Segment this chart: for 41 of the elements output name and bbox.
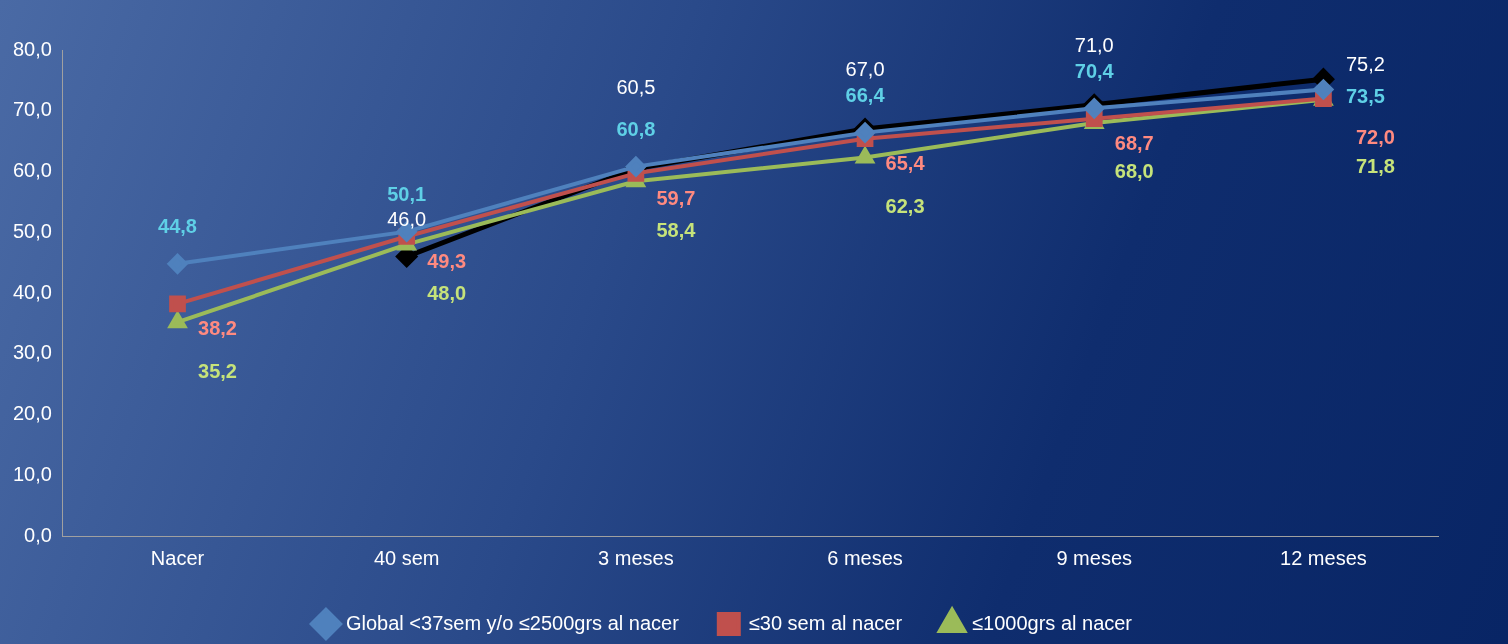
y-tick-label: 50,0 <box>12 219 52 242</box>
y-tick-label: 20,0 <box>12 402 52 425</box>
data-label: 60,8 <box>616 118 656 141</box>
y-tick-label: 30,0 <box>12 341 52 364</box>
data-label: 48,0 <box>427 281 467 304</box>
data-label: 50,1 <box>387 183 427 206</box>
legend-label: Global <37sem y/o ≤2500grs al nacer <box>345 611 680 634</box>
legend-label: ≤30 sem al nacer <box>748 611 903 634</box>
x-tick-label: 3 meses <box>598 546 674 569</box>
x-tick-label: 9 meses <box>1056 546 1133 569</box>
data-label: 49,3 <box>427 250 467 273</box>
data-label: 72,0 <box>1355 126 1395 149</box>
data-label: 67,0 <box>845 58 885 81</box>
data-label: 58,4 <box>656 218 697 241</box>
y-tick-label: 40,0 <box>12 280 52 303</box>
x-tick-label: 40 sem <box>373 546 440 569</box>
data-label: 71,8 <box>1355 155 1395 178</box>
x-tick-label: 6 meses <box>827 546 903 569</box>
data-label: 68,0 <box>1114 160 1154 183</box>
data-label: 62,3 <box>885 195 925 218</box>
y-tick-label: 80,0 <box>12 37 52 60</box>
y-tick-label: 60,0 <box>12 159 52 182</box>
y-tick-label: 70,0 <box>12 98 52 121</box>
x-tick-label: Nacer <box>150 546 205 569</box>
data-label: 35,2 <box>198 359 237 382</box>
data-label: 65,4 <box>885 152 926 175</box>
data-label: 68,7 <box>1114 132 1154 155</box>
data-label: 59,7 <box>656 186 696 209</box>
data-label: 46,0 <box>387 208 427 231</box>
data-label: 70,4 <box>1074 59 1115 82</box>
data-label: 66,4 <box>845 84 886 107</box>
data-label: 60,5 <box>616 75 656 98</box>
data-label: 44,8 <box>158 215 197 238</box>
x-tick-label: 12 meses <box>1280 546 1367 569</box>
data-label: 73,5 <box>1345 85 1385 107</box>
y-tick-label: 10,0 <box>12 462 52 485</box>
legend-label: ≤1000grs al nacer <box>972 611 1133 634</box>
y-tick-label: 0,0 <box>24 523 52 546</box>
data-label: 71,0 <box>1074 34 1114 57</box>
data-label: 38,2 <box>198 317 237 340</box>
data-label: 75,2 <box>1345 52 1385 75</box>
